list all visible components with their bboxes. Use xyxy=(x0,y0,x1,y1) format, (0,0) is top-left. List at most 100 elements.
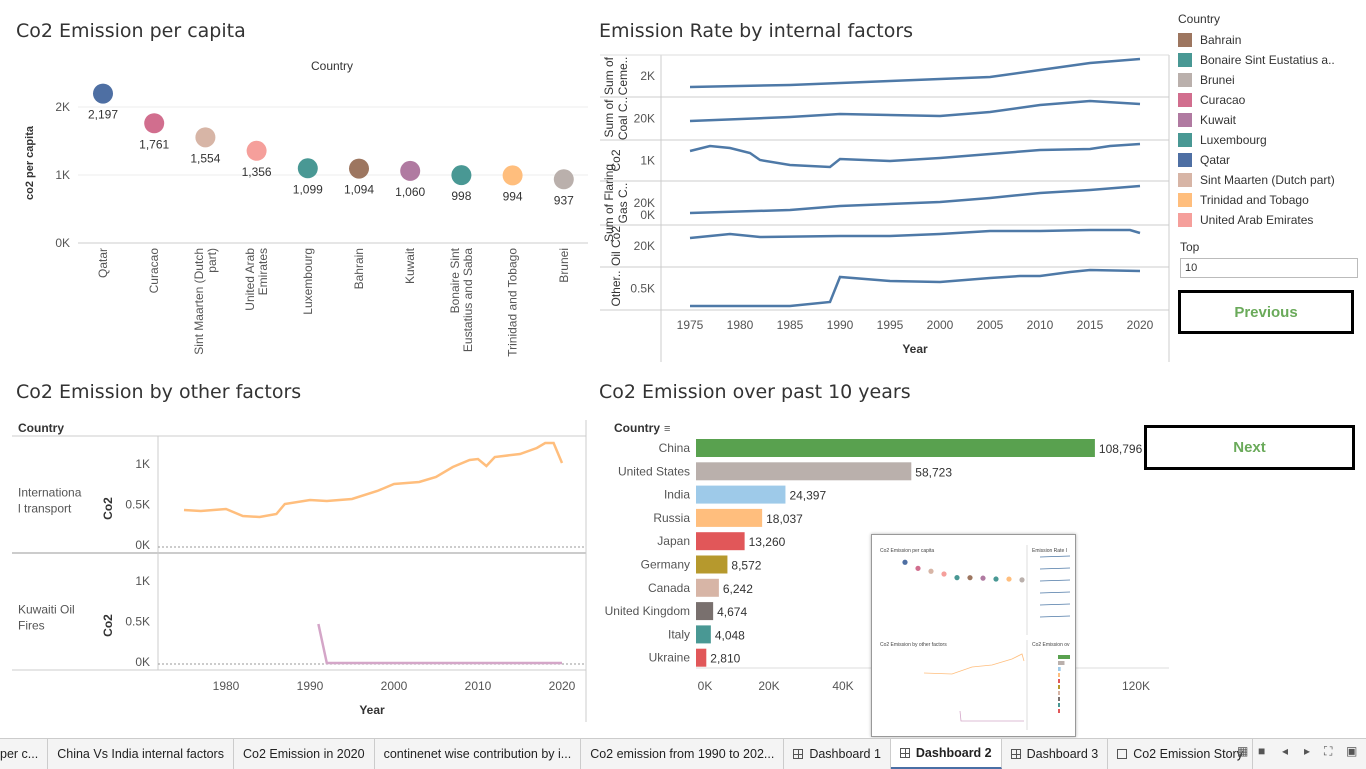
chart2-row-label-text: Co2 xyxy=(609,149,623,171)
chart2-xtick: 1975 xyxy=(677,318,704,332)
legend-item[interactable]: Bahrain xyxy=(1178,30,1358,50)
chart2-row-label-text: Sum of Flaring xyxy=(602,164,616,242)
next-button[interactable]: Next xyxy=(1144,425,1355,470)
chart3-row-label: Fires xyxy=(18,619,45,633)
chart2-row-label: Other.. xyxy=(609,270,623,306)
fullscreen-icon[interactable]: ⛶ xyxy=(1324,744,1333,758)
chart2-xtick: 2020 xyxy=(1127,318,1154,332)
thumb-line xyxy=(1039,615,1071,618)
chart1-value-label: 937 xyxy=(554,193,574,207)
legend-swatch xyxy=(1178,113,1192,127)
chart4-country-label: Canada xyxy=(648,581,690,595)
chart4-bar xyxy=(696,439,1095,457)
chart4-country-label: Russia xyxy=(653,511,690,525)
legend-item[interactable]: Qatar xyxy=(1178,150,1358,170)
chart1-xtick-group: Brunei xyxy=(557,248,571,283)
legend-swatch xyxy=(1178,53,1192,67)
thumb-title: Co2 Emission per capita xyxy=(880,548,934,554)
sheet-tab-label: per c... xyxy=(0,747,39,761)
internal-factors-title: Emission Rate by internal factors xyxy=(599,20,914,42)
chart2-row-label-text: Sum of xyxy=(602,56,616,95)
dashboard-preview-thumbnail[interactable]: Co2 Emission per capita Emission Rate I Co… xyxy=(871,534,1076,737)
chart2-ytick: 1K xyxy=(640,154,655,168)
filmstrip-icon[interactable]: ■ xyxy=(1258,744,1266,758)
legend-item[interactable]: Luxembourg xyxy=(1178,130,1358,150)
chart2-series-line xyxy=(689,184,1141,215)
chart4-value-label: 24,397 xyxy=(789,489,826,503)
sheet-tab[interactable]: China Vs India internal factors xyxy=(48,739,234,769)
chart1-point xyxy=(400,160,421,181)
sheet-tab[interactable]: Dashboard 2 xyxy=(890,739,1002,769)
thumb-bar xyxy=(1058,667,1061,671)
sheet-tab[interactable]: continenet wise contribution by i... xyxy=(375,739,582,769)
chart1-xtick-group: Bahrain xyxy=(352,248,366,289)
thumb-point xyxy=(928,568,934,574)
legend-item[interactable]: Trinidad and Tobago xyxy=(1178,190,1358,210)
thumb-point xyxy=(954,575,960,581)
thumb-title: Co2 Emission ov xyxy=(1032,642,1070,648)
legend-label: Bonaire Sint Eustatius a.. xyxy=(1200,53,1335,67)
legend-item[interactable]: Sint Maarten (Dutch part) xyxy=(1178,170,1358,190)
thumb-bar xyxy=(1058,691,1060,695)
sheet-tab[interactable]: per c... xyxy=(0,739,49,769)
chart3-series-line xyxy=(317,623,562,665)
sheet-tab[interactable]: Dashboard 3 xyxy=(1002,739,1109,769)
presentation-icon[interactable]: ▣ xyxy=(1346,744,1358,758)
chart4-value-label: 108,796 xyxy=(1099,442,1143,456)
chart1-xtick: Luxembourg xyxy=(301,248,315,315)
top-n-input[interactable]: 10 xyxy=(1180,258,1358,278)
thumb-line xyxy=(1039,579,1071,582)
previous-button[interactable]: Previous xyxy=(1178,290,1354,334)
legend-item[interactable]: United Arab Emirates xyxy=(1178,210,1358,230)
chart1-xtick: Kuwait xyxy=(403,247,417,284)
sheet-tab-bar: per c... China Vs India internal factors C… xyxy=(0,738,1366,769)
chart3-xtick: 2000 xyxy=(381,679,408,693)
legend-label: Luxembourg xyxy=(1200,133,1267,147)
legend-swatch xyxy=(1178,153,1192,167)
chart1-xtick: Bahrain xyxy=(352,248,366,289)
chart2-xtick: 2000 xyxy=(927,318,954,332)
chart4-value-label: 18,037 xyxy=(766,512,803,526)
legend-item[interactable]: Brunei xyxy=(1178,70,1358,90)
chart1-value-label: 1,060 xyxy=(395,185,425,199)
sheet-tab[interactable]: Dashboard 1 xyxy=(784,739,891,769)
chart1-xtick: Curacao xyxy=(147,248,161,294)
thumb-line xyxy=(1039,591,1071,594)
legend-swatch xyxy=(1178,93,1192,107)
chart1-value-label: 994 xyxy=(503,189,523,203)
grid-view-icon[interactable]: ▦ xyxy=(1237,744,1249,758)
country-legend: Country Bahrain Bonaire Sint Eustatius a.… xyxy=(1178,12,1358,230)
legend-item[interactable]: Bonaire Sint Eustatius a.. xyxy=(1178,50,1358,70)
chart3-xlabel: Year xyxy=(359,703,385,717)
chart1-xtick-group: Trinidad and Tobago xyxy=(506,248,520,357)
chart1-point xyxy=(144,113,165,134)
chart3-ytick: 0.5K xyxy=(125,615,150,629)
prev-sheet-icon[interactable]: ◂ xyxy=(1282,744,1289,758)
legend-label: Brunei xyxy=(1200,73,1235,87)
chart4-xtick: 120K xyxy=(1122,679,1150,693)
legend-label: Bahrain xyxy=(1200,33,1242,47)
next-sheet-icon[interactable]: ▸ xyxy=(1304,744,1311,758)
chart1-xtick: Brunei xyxy=(557,248,571,283)
sheet-tab-label: Co2 Emission in 2020 xyxy=(242,747,365,761)
chart2-series-line xyxy=(690,268,1141,308)
legend-item[interactable]: Curacao xyxy=(1178,90,1358,110)
sheet-tab[interactable]: Co2 emission from 1990 to 202... xyxy=(581,739,785,769)
chart1-point xyxy=(553,169,574,190)
sheet-tab[interactable]: Co2 Emission in 2020 xyxy=(234,739,375,769)
chart1-point xyxy=(349,158,369,179)
sheet-tab[interactable]: Co2 Emission Story xyxy=(1108,739,1253,769)
thumb-point xyxy=(902,559,908,565)
chart1-xtick: Sint Maarten (Dutch xyxy=(192,248,206,355)
legend-item[interactable]: Kuwait xyxy=(1178,110,1358,130)
chart4-xtick: 0K xyxy=(698,679,713,693)
chart2-xtick: 1990 xyxy=(827,318,854,332)
chart4-value-label: 2,810 xyxy=(710,652,740,666)
chart3-series-line xyxy=(183,441,564,519)
thumb-bar xyxy=(1058,673,1060,677)
chart1-value-label: 1,099 xyxy=(293,182,323,196)
